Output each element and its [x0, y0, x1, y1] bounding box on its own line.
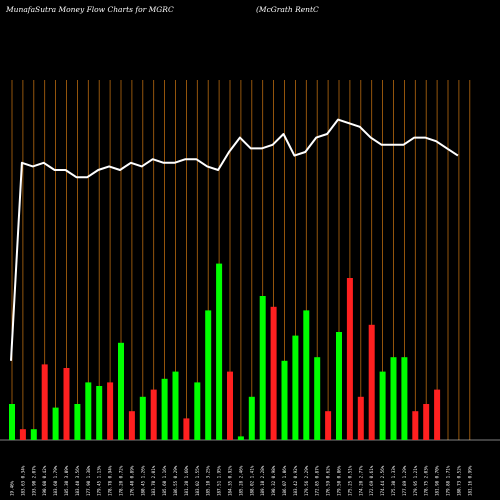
x-tick-label: 183.60 1.79% [53, 465, 58, 496]
x-tick-label: 186.55 0.29% [173, 465, 178, 496]
x-tick-label: 185.28 2.46% [238, 465, 243, 496]
flow-bar [41, 364, 48, 440]
flow-bar [227, 371, 233, 440]
flow-bar [205, 310, 212, 440]
flow-bar [107, 382, 114, 440]
x-tick-label: 181.16 0.99% [467, 465, 472, 496]
flow-bar [401, 357, 408, 440]
flow-bar [368, 324, 375, 440]
x-tick-label: 179.50 0.86% [337, 465, 342, 496]
flow-bar [434, 389, 441, 440]
x-tick-label: 181.20 1.60% [184, 465, 189, 496]
flow-bar [336, 332, 342, 440]
flow-bar [281, 360, 288, 440]
x-tick-label: 177.89 1.29% [402, 465, 407, 496]
x-tick-label: 176.40 0.89% [129, 465, 134, 496]
flow-bar [379, 371, 386, 440]
x-tick-label: 177.90 1.38% [86, 465, 91, 496]
x-tick-label: 175.25 0.51% [347, 465, 352, 496]
x-tick-label: 174.44 2.56% [380, 465, 385, 496]
flow-bar [172, 371, 179, 440]
flow-bar [423, 404, 430, 440]
x-tick-label: 172.85 0.87% [315, 465, 320, 496]
flow-bar [412, 411, 419, 440]
chart-title: MunafaSutra Money Flow Charts for MGRC [5, 5, 174, 14]
x-tick-label: 183.42 0.92% [293, 465, 298, 496]
x-tick-label: 179.45 1.13% [97, 465, 102, 496]
flow-bar [19, 429, 26, 440]
x-tick-label: 179.95 1.21% [413, 465, 418, 496]
x-tick-label: 193.90 2.07% [31, 465, 36, 496]
x-tick-label: 176.59 0.62% [326, 465, 331, 496]
x-tick-label: 185.10 3.25% [206, 465, 211, 496]
flow-bar [63, 368, 70, 440]
flow-bar [150, 389, 157, 440]
x-tick-label: 172.69 0.61% [369, 465, 374, 496]
flow-bar [30, 429, 37, 440]
flow-bar [96, 386, 103, 440]
x-tick-label: 178.78 0.94% [108, 465, 113, 496]
flow-bar [74, 404, 81, 440]
flow-bar [139, 396, 146, 440]
x-tick-label: 183.40 3.56% [75, 465, 80, 496]
x-tick-labels: 19.46% 183.63 0.34% 193.90 2.07% 190.08 0.4… [10, 465, 473, 496]
flow-bars [9, 263, 441, 440]
x-tick-label: 183.02 1.55% [195, 465, 200, 496]
flow-bar [314, 357, 321, 440]
flow-bar [128, 411, 135, 440]
flow-bar [85, 382, 92, 440]
x-tick-label: 178.75 2.03% [424, 465, 429, 496]
x-tick-label: 179.56 2.29% [304, 465, 309, 496]
flow-bar [346, 278, 353, 440]
flow-bar [248, 396, 255, 440]
flow-bar [325, 411, 332, 440]
x-tick-label: 185.60 1.16% [162, 465, 167, 496]
x-tick-label: 181.98 0.70% [435, 465, 440, 496]
flow-bar [292, 335, 299, 440]
x-tick-label: 19.46% [10, 480, 15, 496]
flow-bar [194, 382, 201, 440]
flow-bar [52, 407, 59, 440]
flow-bar [118, 342, 124, 440]
x-tick-label: 180.73 0.52% [456, 465, 461, 496]
flow-bar [216, 263, 223, 440]
flow-bar [183, 418, 190, 440]
x-tick-label: 179.88 1.71% [446, 465, 451, 496]
x-tick-label: 183.63 0.34% [20, 465, 25, 496]
flow-bar [357, 396, 364, 440]
x-tick-label: 180.45 1.26% [140, 465, 145, 496]
x-tick-label: 188.02 1.41% [249, 465, 254, 496]
chart-subtitle: (McGrath RentC [256, 5, 319, 14]
flow-bar [237, 436, 244, 440]
x-tick-label: 190.32 0.98% [271, 465, 276, 496]
x-tick-label: 183.70 2.01% [151, 465, 156, 496]
flow-bar [259, 296, 266, 440]
price-line [10, 118, 459, 361]
x-tick-label: 186.07 1.06% [282, 465, 287, 496]
flow-bar [9, 404, 15, 440]
x-tick-label: 187.51 1.95% [217, 465, 222, 496]
flow-bar [390, 357, 397, 440]
x-tick-label: 178.20 0.72% [119, 465, 124, 496]
flow-bar [303, 310, 310, 440]
flow-bar [161, 378, 168, 440]
flow-bar [270, 306, 277, 440]
x-tick-label: 174.20 2.77% [358, 465, 363, 496]
x-tick-label: 185.30 3.09% [64, 465, 69, 496]
x-tick-label: 175.30 1.33% [391, 465, 396, 496]
x-tick-label: 190.08 0.42% [42, 465, 47, 496]
x-tick-label: 184.35 0.92% [228, 465, 233, 496]
price-line-layer [10, 118, 459, 361]
x-tick-label: 189.10 2.28% [260, 465, 265, 496]
